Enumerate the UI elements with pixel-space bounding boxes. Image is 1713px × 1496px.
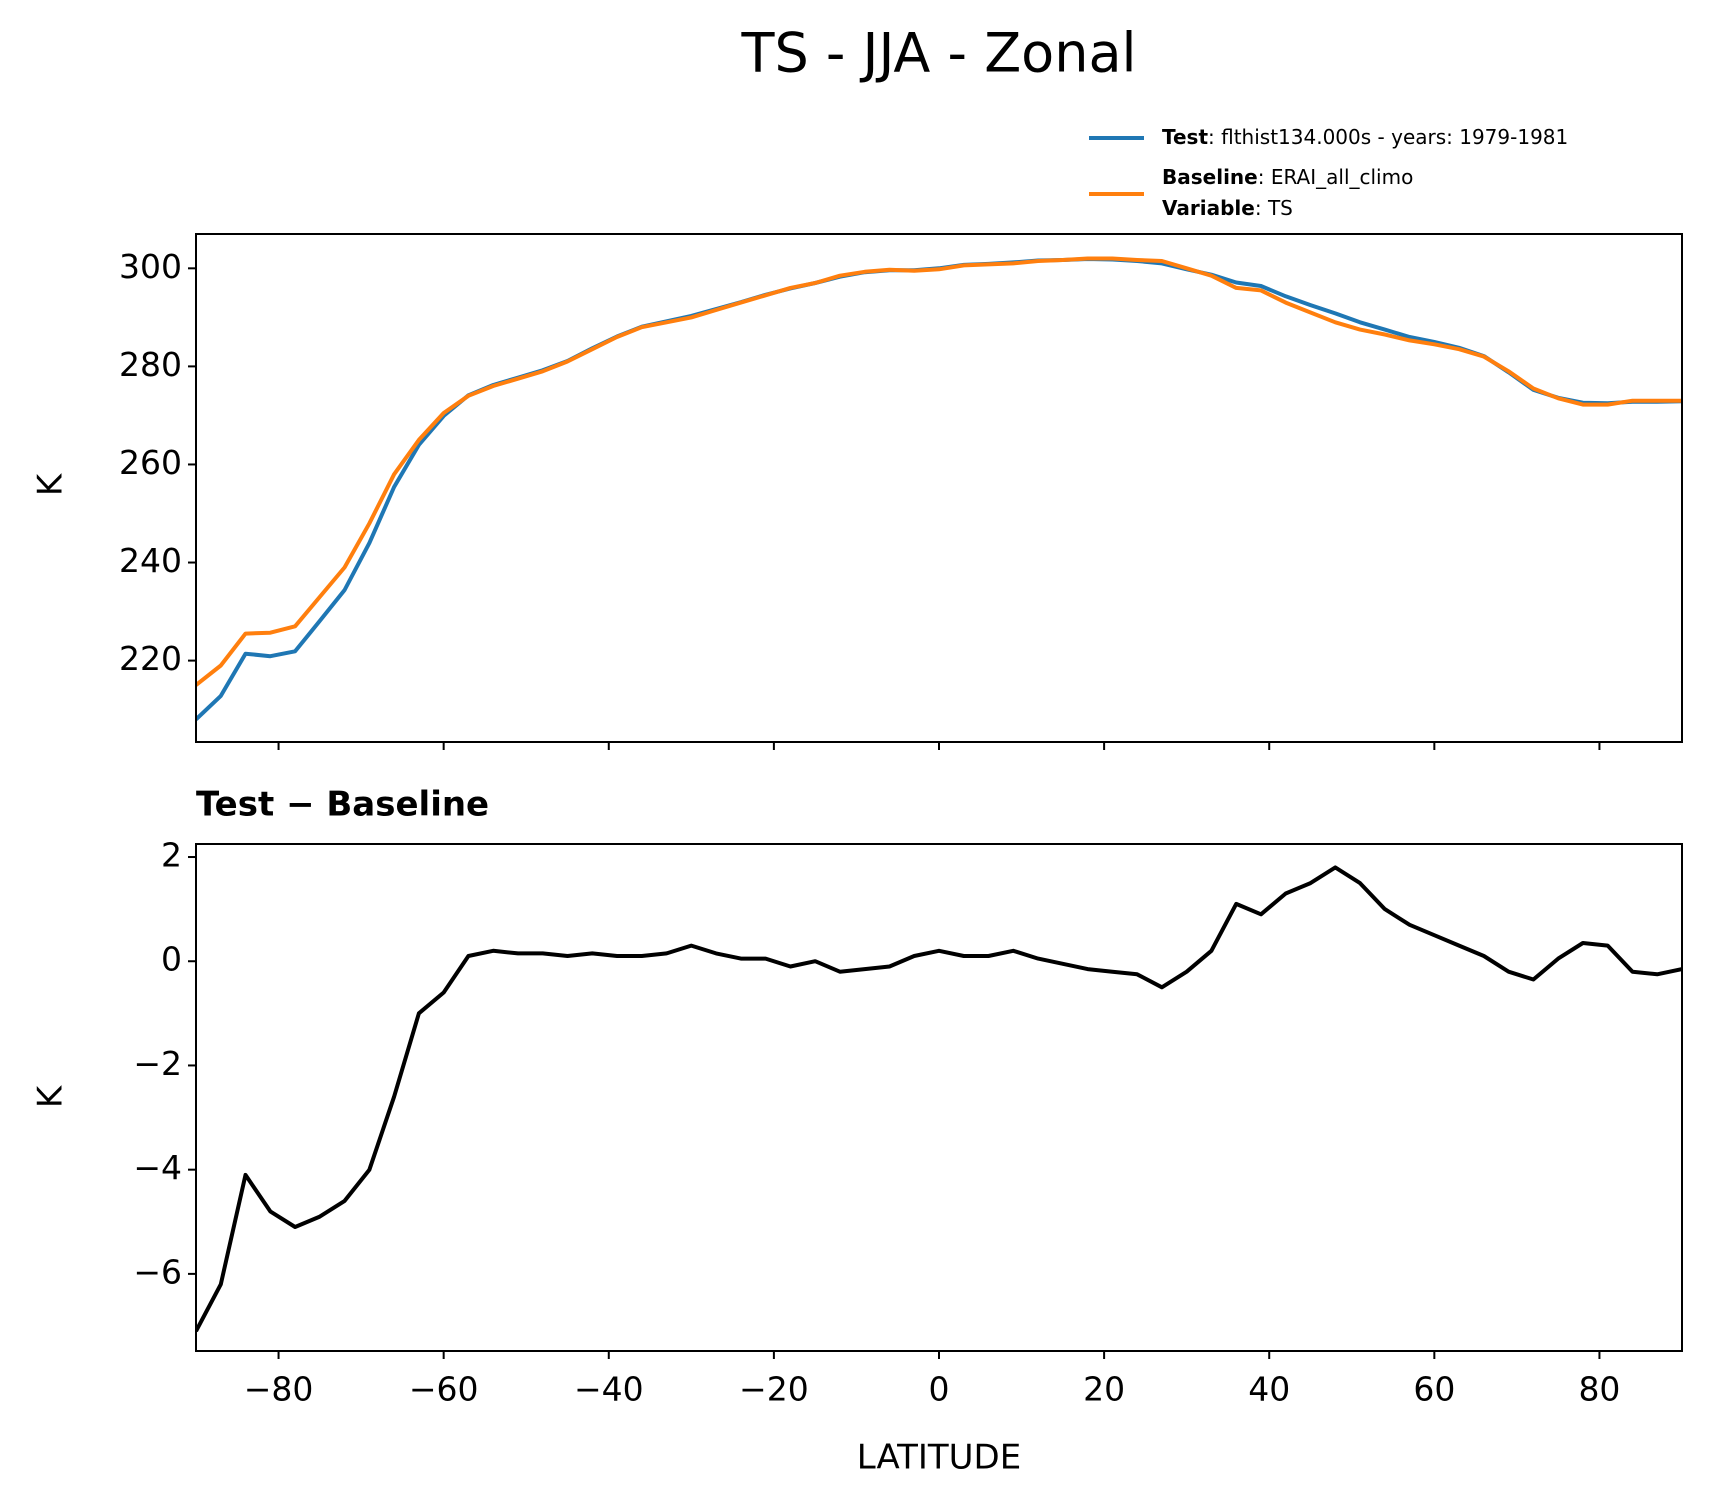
plot-frame	[195, 843, 1683, 1352]
y-tick-label: 260	[119, 443, 182, 482]
y-tick-label: 300	[119, 247, 182, 286]
x-tick-label: −80	[244, 1370, 314, 1409]
legend-detail: : TS	[1255, 196, 1293, 220]
x-tick-label: −40	[574, 1370, 644, 1409]
legend-detail: : ERAI_all_climo	[1258, 165, 1414, 189]
y-tick-label: −4	[133, 1148, 182, 1187]
y-tick-label: 220	[119, 639, 182, 678]
legend-name: Baseline	[1162, 165, 1258, 189]
legend-entry: Baseline: ERAI_all_climo	[1162, 165, 1413, 189]
y-axis-label: K	[31, 472, 71, 496]
x-axis-label: LATITUDE	[857, 1438, 1021, 1478]
y-tick-label: −6	[133, 1252, 182, 1291]
data-line	[196, 865, 1682, 1333]
x-tick-label: −20	[739, 1370, 809, 1409]
figure-title: TS - JJA - Zonal	[740, 22, 1136, 85]
y-tick-label: 240	[119, 541, 182, 580]
legend-detail: : flthist134.000s - years: 1979-1981	[1208, 125, 1568, 149]
plot-frame	[195, 233, 1683, 743]
data-line	[196, 256, 1682, 687]
legend-name: Variable	[1162, 196, 1255, 220]
x-tick-label: 0	[929, 1370, 950, 1409]
x-tick-label: 40	[1248, 1370, 1290, 1409]
y-tick-label: 2	[161, 836, 182, 875]
x-tick-label: 60	[1413, 1370, 1455, 1409]
y-tick-label: 0	[161, 940, 182, 979]
legend-entry: Test: flthist134.000s - years: 1979-1981	[1162, 125, 1568, 149]
x-tick-label: 20	[1083, 1370, 1125, 1409]
x-tick-label: 80	[1578, 1370, 1620, 1409]
legend-entry: Variable: TS	[1162, 196, 1293, 220]
legend-name: Test	[1162, 125, 1208, 149]
x-tick-label: −60	[409, 1370, 479, 1409]
data-line	[196, 257, 1682, 721]
y-tick-label: 280	[119, 345, 182, 384]
panel-title: Test − Baseline	[196, 785, 489, 825]
y-axis-label: K	[31, 1084, 71, 1108]
y-tick-label: −2	[133, 1044, 182, 1083]
legend: Test: flthist134.000s - years: 1979-1981…	[1089, 125, 1568, 220]
